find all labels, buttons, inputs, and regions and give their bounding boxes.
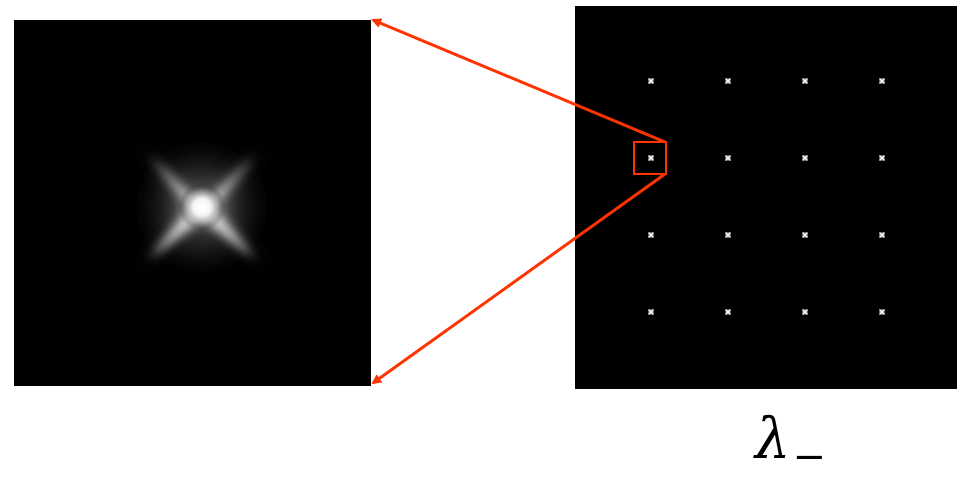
grid-point: [648, 78, 654, 84]
zoomed-star-center: [194, 199, 210, 215]
lambda-symbol: λ: [755, 407, 791, 472]
grid-point: [802, 232, 808, 238]
grid-panel-background: [575, 6, 957, 389]
grid-point: [725, 232, 731, 238]
grid-point: [725, 309, 731, 315]
grid-point: [879, 78, 885, 84]
grid-point: [879, 155, 885, 161]
grid-point: [725, 78, 731, 84]
zoomed-panel: [14, 20, 371, 386]
lambda-minus-label: λ−: [755, 400, 875, 480]
grid-point: [648, 309, 654, 315]
grid-panel: [575, 6, 957, 389]
grid-point: [879, 309, 885, 315]
grid-point: [879, 232, 885, 238]
grid-point: [648, 155, 654, 161]
grid-point: [648, 232, 654, 238]
zoom-figure: [14, 6, 957, 389]
grid-point: [802, 155, 808, 161]
zoom-arrow-bottom: [371, 172, 666, 385]
zoom-arrow-top: [371, 18, 666, 144]
zoom-selection-box: [633, 141, 667, 175]
grid-point: [725, 155, 731, 161]
grid-points: [648, 78, 885, 315]
zoom-arrows: [371, 18, 666, 385]
grid-point: [802, 309, 808, 315]
lambda-subscript: −: [792, 434, 827, 480]
grid-point: [802, 78, 808, 84]
